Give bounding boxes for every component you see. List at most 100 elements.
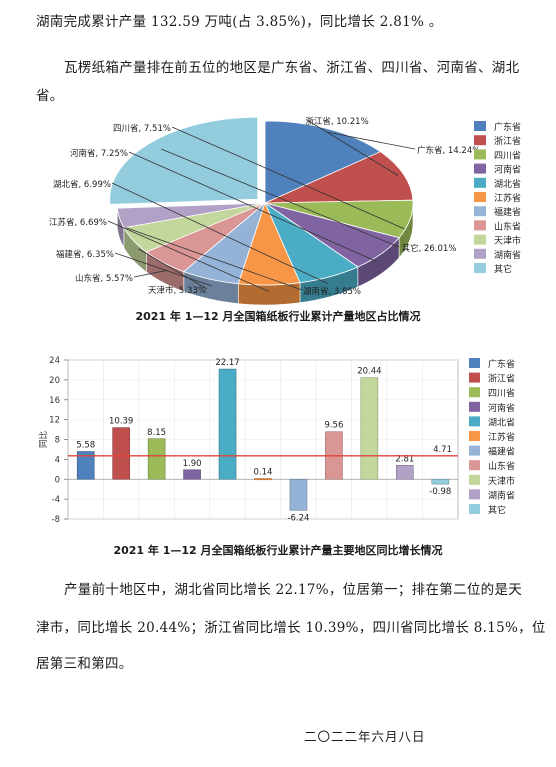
legend-swatch bbox=[469, 431, 480, 441]
y-axis-label: 同比 bbox=[38, 431, 49, 448]
legend-label: 四川省 bbox=[494, 149, 521, 161]
bar-1 bbox=[76, 451, 95, 480]
legend-swatch bbox=[474, 149, 486, 160]
legend-swatch bbox=[469, 489, 480, 500]
bar-value-label-11: -0.98 bbox=[429, 487, 451, 497]
y-tick-label: 16 bbox=[49, 396, 60, 406]
legend-label: 湖北省 bbox=[488, 416, 515, 428]
legend-swatch bbox=[474, 220, 486, 231]
legend-label: 福建省 bbox=[494, 206, 521, 218]
pie-leader-line bbox=[326, 131, 416, 150]
y-tick-label: -4 bbox=[52, 495, 60, 505]
legend-swatch bbox=[469, 372, 480, 383]
legend-swatch bbox=[469, 460, 480, 471]
legend-swatch bbox=[474, 263, 486, 273]
bar-value-label-3: 8.15 bbox=[147, 428, 166, 438]
y-tick-label: 20 bbox=[49, 376, 60, 386]
pie-leader-line bbox=[306, 119, 399, 176]
legend-label: 河南省 bbox=[488, 402, 515, 414]
pie-label-8: 山东省, 5.57% bbox=[75, 273, 133, 284]
legend-label: 山东省 bbox=[488, 460, 515, 472]
legend-swatch bbox=[474, 234, 486, 245]
bar-7 bbox=[289, 478, 308, 511]
pie-label-11: 其它, 26.01% bbox=[402, 243, 457, 254]
document-date: 二〇二二年六月八日 bbox=[304, 729, 426, 744]
pie-leader-line bbox=[133, 269, 168, 278]
pie-label-2: 浙江省, 10.21% bbox=[305, 116, 368, 127]
y-tick-label: 0 bbox=[55, 475, 60, 485]
pie-label-3: 四川省, 7.51% bbox=[113, 123, 171, 134]
legend-label: 湖南省 bbox=[494, 249, 521, 261]
legend-label: 湖南省 bbox=[488, 489, 515, 501]
legend-swatch bbox=[474, 177, 486, 188]
pie-leader-line bbox=[128, 151, 377, 262]
legend-swatch bbox=[474, 163, 486, 174]
y-tick-label: 12 bbox=[49, 416, 60, 426]
pie-label-4: 河南省, 7.25% bbox=[70, 148, 128, 159]
pie-label-6: 江苏省, 6.69% bbox=[49, 217, 107, 228]
legend-label: 湖北省 bbox=[494, 178, 521, 190]
pie-labels: 广东省, 14.24% 浙江省, 10.21% 四川省, 7.51% 河南省, 7.2… bbox=[49, 116, 480, 297]
bar-2 bbox=[112, 427, 130, 480]
pie-slice-2 bbox=[264, 151, 414, 204]
legend-label: 广东省 bbox=[488, 358, 515, 370]
bar-3 bbox=[147, 438, 166, 480]
y-tick-label: 4 bbox=[55, 455, 60, 465]
bar-value-label-6: 0.14 bbox=[254, 468, 273, 478]
legend-label: 其它 bbox=[488, 504, 506, 516]
legend-swatch bbox=[474, 121, 486, 131]
legend-label: 江苏省 bbox=[494, 192, 521, 204]
legend-swatch bbox=[469, 401, 480, 412]
pie-leader-line bbox=[138, 248, 208, 290]
bar-value-label-8: 9.56 bbox=[324, 421, 343, 431]
bar-11 bbox=[431, 478, 450, 485]
legend-label: 浙江省 bbox=[494, 135, 521, 147]
legend-swatch bbox=[474, 206, 486, 217]
pie-leader-line bbox=[125, 227, 303, 291]
pie-label-7: 福建省, 6.35% bbox=[56, 249, 114, 260]
bar-chart: 24 20 16 12 8 4 0 -4 -8 同比 5.58 10.39 8.15 1.90 22.17… bbox=[38, 356, 515, 525]
legend-swatch bbox=[474, 248, 486, 259]
pie-label-5: 湖北省, 6.99% bbox=[53, 179, 111, 190]
bar-marks: 5.58 10.39 8.15 1.90 22.17 0.14 -6.24 9.56 20.44… bbox=[68, 358, 458, 523]
pie-leader-line bbox=[114, 252, 213, 287]
bar-value-label-2: 10.39 bbox=[109, 417, 133, 427]
legend-label: 四川省 bbox=[488, 387, 515, 399]
legend-label: 广东省 bbox=[494, 121, 521, 133]
pie-leader-line bbox=[107, 220, 270, 293]
y-tick-label: 24 bbox=[49, 356, 60, 366]
legend-swatch bbox=[469, 358, 480, 368]
bar-value-label-4: 1.90 bbox=[183, 459, 202, 469]
reference-line-label: 4.71 bbox=[433, 445, 452, 455]
pie-leader-line bbox=[171, 126, 405, 230]
legend-label: 江苏省 bbox=[488, 431, 515, 443]
y-tick-label: -8 bbox=[52, 515, 60, 525]
text-line-1: 湖南完成累计产量 132.59 万吨(占 3.85%)，同比增长 2.81% 。 bbox=[36, 14, 443, 30]
bar-caption: 2021 年 1—12 月全国箱纸板行业累计产量主要地区同比增长情况 bbox=[113, 544, 443, 557]
pie-slice-11 bbox=[109, 116, 259, 205]
pie-label-10: 湖南省, 3.85% bbox=[303, 286, 361, 297]
bar-6 bbox=[254, 478, 272, 481]
legend-label: 山东省 bbox=[494, 220, 521, 232]
bar-value-label-1: 5.58 bbox=[76, 441, 95, 451]
y-tick-label: 8 bbox=[55, 436, 60, 446]
legend-swatch bbox=[469, 387, 480, 398]
bar-value-label-5: 22.17 bbox=[215, 358, 239, 368]
pie-leader-line bbox=[111, 182, 329, 284]
legend-label: 河南省 bbox=[494, 164, 521, 176]
bar-4 bbox=[183, 469, 201, 480]
bar-value-label-9: 20.44 bbox=[357, 367, 381, 377]
legend-swatch bbox=[469, 504, 480, 514]
bar-10 bbox=[396, 464, 414, 480]
bar-value-label-7: -6.24 bbox=[287, 513, 309, 523]
legend-label: 天津市 bbox=[494, 235, 521, 247]
pie-chart: 广东省, 14.24% 浙江省, 10.21% 四川省, 7.51% 河南省, 7.2… bbox=[49, 116, 521, 306]
bar-5 bbox=[218, 368, 237, 480]
legend-label: 天津市 bbox=[488, 475, 515, 487]
pie-leader-line bbox=[161, 148, 400, 248]
bar-value-label-10: 2.81 bbox=[395, 454, 414, 464]
legend-swatch bbox=[474, 192, 486, 202]
legend-label: 其它 bbox=[494, 263, 512, 275]
